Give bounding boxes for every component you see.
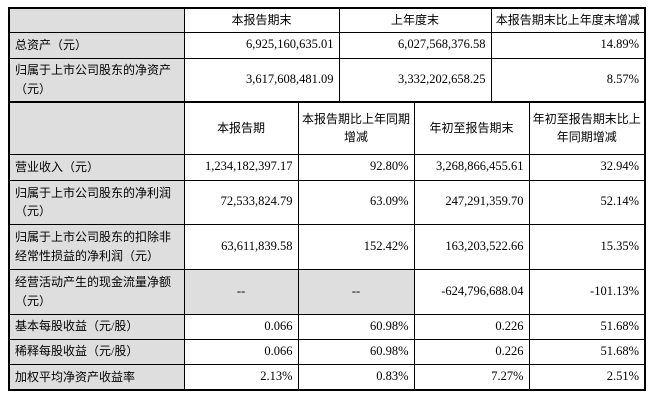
value-cell: 3,332,202,658.25 bbox=[338, 57, 492, 103]
value-cell: 0.066 bbox=[183, 338, 299, 365]
value-cell: 51.68% bbox=[528, 338, 646, 365]
value-cell: -624,796,688.04 bbox=[413, 268, 530, 315]
value-cell: 0.226 bbox=[413, 338, 530, 365]
value-cell: 14.89% bbox=[490, 31, 646, 59]
period-results-table: 本报告期 本报告期比上年同期增减 年初至报告期末 年初至报告期末比上年同期增减 … bbox=[8, 101, 646, 392]
row-label-operating-cash-flow: 经营活动产生的现金流量净额（元） bbox=[8, 268, 185, 315]
value-cell: 2.51% bbox=[528, 363, 646, 391]
column-header-period-yoy-change: 本报告期比上年同期增减 bbox=[297, 101, 415, 155]
value-cell: 63,611,839.58 bbox=[183, 223, 299, 270]
table-row: 加权平均净资产收益率 2.13% 0.83% 7.27% 2.51% bbox=[8, 363, 646, 391]
table-row: 基本每股收益（元/股） 0.066 60.98% 0.226 51.68% bbox=[8, 313, 646, 340]
table-row: 归属于上市公司股东的扣除非经常性损益的净利润（元） 63,611,839.58 … bbox=[8, 223, 646, 270]
table-header-row: 本报告期 本报告期比上年同期增减 年初至报告期末 年初至报告期末比上年同期增减 bbox=[8, 101, 646, 155]
value-cell: 72,533,824.79 bbox=[183, 179, 299, 225]
value-cell: 0.83% bbox=[297, 363, 415, 391]
row-label-net-profit: 归属于上市公司股东的净利润（元） bbox=[8, 179, 185, 225]
value-cell: 7.27% bbox=[413, 363, 530, 391]
column-header-ytd-yoy-change: 年初至报告期末比上年同期增减 bbox=[528, 101, 646, 155]
value-cell: 2.13% bbox=[183, 363, 299, 391]
value-cell: 15.35% bbox=[528, 223, 646, 270]
column-header-change-vs-prior-year-end: 本报告期末比上年度末增减 bbox=[490, 7, 646, 33]
column-header-year-to-date: 年初至报告期末 bbox=[413, 101, 530, 155]
row-label-operating-revenue: 营业收入（元） bbox=[8, 153, 185, 181]
row-label-net-assets: 归属于上市公司股东的净资产（元） bbox=[8, 57, 185, 103]
value-cell: 6,925,160,635.01 bbox=[183, 31, 340, 59]
column-header-current-period: 本报告期 bbox=[183, 101, 299, 155]
table-row: 归属于上市公司股东的净资产（元） 3,617,608,481.09 3,332,… bbox=[8, 57, 646, 103]
value-cell: 0.066 bbox=[183, 313, 299, 340]
row-label-diluted-eps: 稀释每股收益（元/股） bbox=[8, 338, 185, 365]
value-cell: 60.98% bbox=[297, 313, 415, 340]
value-cell: 8.57% bbox=[490, 57, 646, 103]
table-row: 稀释每股收益（元/股） 0.066 60.98% 0.226 51.68% bbox=[8, 338, 646, 365]
value-cell: 3,617,608,481.09 bbox=[183, 57, 340, 103]
row-label-total-assets: 总资产（元） bbox=[8, 31, 185, 59]
value-cell: 63.09% bbox=[297, 179, 415, 225]
row-label-net-profit-excl-nonrecurring: 归属于上市公司股东的扣除非经常性损益的净利润（元） bbox=[8, 223, 185, 270]
table-header-row: 本报告期末 上年度末 本报告期末比上年度末增减 bbox=[8, 7, 646, 33]
table-row: 总资产（元） 6,925,160,635.01 6,027,568,376.58… bbox=[8, 31, 646, 59]
period-end-balance-table: 本报告期末 上年度末 本报告期末比上年度末增减 总资产（元） 6,925,160… bbox=[8, 7, 646, 104]
value-cell: 0.226 bbox=[413, 313, 530, 340]
column-header-current-period-end: 本报告期末 bbox=[183, 7, 340, 33]
table-row: 经营活动产生的现金流量净额（元） -- -- -624,796,688.04 -… bbox=[8, 268, 646, 315]
value-cell: 247,291,359.70 bbox=[413, 179, 530, 225]
value-cell: 6,027,568,376.58 bbox=[338, 31, 492, 59]
corner-cell bbox=[8, 101, 185, 155]
value-cell: 3,268,866,455.61 bbox=[413, 153, 530, 181]
value-cell: 152.42% bbox=[297, 223, 415, 270]
value-cell-not-applicable: -- bbox=[183, 268, 299, 315]
value-cell: 1,234,182,397.17 bbox=[183, 153, 299, 181]
value-cell: 60.98% bbox=[297, 338, 415, 365]
row-label-basic-eps: 基本每股收益（元/股） bbox=[8, 313, 185, 340]
value-cell: 52.14% bbox=[528, 179, 646, 225]
value-cell-not-applicable: -- bbox=[297, 268, 415, 315]
value-cell: 51.68% bbox=[528, 313, 646, 340]
row-label-weighted-avg-roe: 加权平均净资产收益率 bbox=[8, 363, 185, 391]
corner-cell bbox=[8, 7, 185, 33]
value-cell: 92.80% bbox=[297, 153, 415, 181]
value-cell: 163,203,522.66 bbox=[413, 223, 530, 270]
table-row: 归属于上市公司股东的净利润（元） 72,533,824.79 63.09% 24… bbox=[8, 179, 646, 225]
table-row: 营业收入（元） 1,234,182,397.17 92.80% 3,268,86… bbox=[8, 153, 646, 181]
column-header-prior-year-end: 上年度末 bbox=[338, 7, 492, 33]
value-cell: 32.94% bbox=[528, 153, 646, 181]
financial-summary-report: 本报告期末 上年度末 本报告期末比上年度末增减 总资产（元） 6,925,160… bbox=[8, 7, 646, 392]
value-cell: -101.13% bbox=[528, 268, 646, 315]
